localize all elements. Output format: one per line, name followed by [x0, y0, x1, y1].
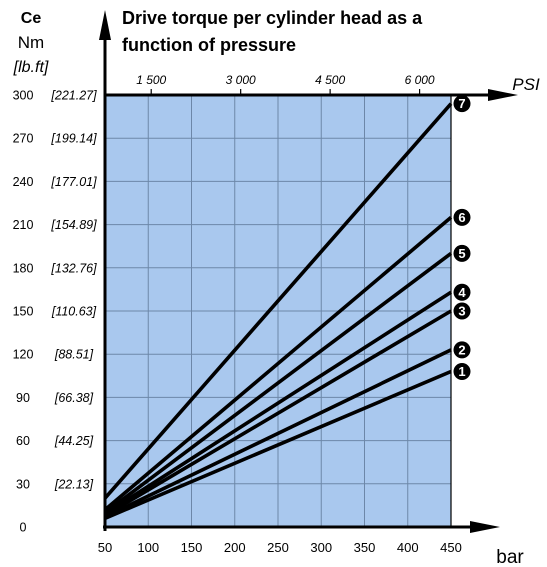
x-axis-arrow — [470, 521, 500, 533]
series-marker-label-3: 3 — [458, 304, 465, 319]
y-secondary-tick-label: [221.27] — [50, 89, 97, 103]
y-tick-label: 240 — [13, 175, 34, 189]
y-secondary-tick-label: [66.38] — [54, 391, 94, 405]
x-tick-label: 150 — [181, 540, 203, 555]
psi-tick-label: 1 500 — [136, 73, 166, 87]
series-line-4 — [104, 290, 452, 516]
y-axis-label-ce: Ce — [21, 10, 42, 27]
series-marker-7 — [453, 95, 471, 113]
series-marker-3 — [453, 302, 471, 320]
series-marker-label-5: 5 — [458, 246, 465, 261]
series-line-1 — [104, 369, 452, 521]
psi-tick-label: 3 000 — [226, 73, 256, 87]
y-secondary-tick-label: [110.63] — [51, 305, 97, 319]
series-marker-label-7: 7 — [458, 96, 465, 111]
axes — [99, 10, 518, 533]
y-secondary-tick-label: [199.14] — [50, 132, 97, 146]
y-tick-label: 0 — [20, 521, 27, 535]
series-marker-4 — [453, 283, 471, 301]
psi-axis-label: PSI — [512, 75, 540, 94]
y-tick-label: 300 — [13, 89, 34, 103]
x-tick-label: 250 — [267, 540, 289, 555]
y-axis-label-nm: Nm — [18, 33, 44, 52]
y-tick-label: 90 — [16, 391, 30, 405]
series-marker-2 — [453, 341, 471, 359]
x-tick-label: 300 — [310, 540, 332, 555]
x-tick-label: 100 — [137, 540, 159, 555]
chart-title-line-2: function of pressure — [122, 35, 296, 55]
series-line-3 — [104, 309, 452, 518]
y-tick-label: 180 — [13, 261, 34, 275]
psi-tick-label: 6 000 — [405, 73, 435, 87]
series-marker-6 — [453, 208, 471, 226]
y-secondary-tick-label: [44.25] — [54, 434, 94, 448]
series-marker-5 — [453, 244, 471, 262]
series-marker-label-6: 6 — [458, 210, 465, 225]
x-tick-label: 50 — [98, 540, 112, 555]
series-line-7 — [103, 102, 453, 500]
series-marker-label-1: 1 — [458, 364, 465, 379]
x-axis-label: bar — [496, 547, 524, 567]
y-tick-label: 120 — [13, 348, 34, 362]
series-marker-1 — [453, 362, 471, 380]
x-tick-label: 400 — [397, 540, 419, 555]
y-tick-label: 150 — [13, 305, 34, 319]
series-line-5 — [103, 251, 453, 515]
psi-tick-label: 4 500 — [315, 73, 345, 87]
y-secondary-tick-label: [88.51] — [54, 348, 94, 362]
y-secondary-tick-label: [22.13] — [54, 477, 94, 491]
psi-axis-arrow — [488, 89, 518, 101]
y-secondary-tick-label: [132.76] — [50, 261, 97, 275]
y-tick-label: 60 — [16, 434, 30, 448]
series-marker-label-4: 4 — [458, 285, 466, 300]
series-lines: 1 2 3 4 5 6 7 — [103, 95, 471, 521]
x-tick-label: 450 — [440, 540, 462, 555]
series-line-6 — [103, 216, 453, 512]
y-secondary-tick-label: [177.01] — [50, 175, 97, 189]
x-tick-label: 200 — [224, 540, 246, 555]
y-tick-label: 270 — [13, 132, 34, 146]
chart-title-line-1: Drive torque per cylinder head as a — [122, 8, 423, 28]
y-tick-label: 210 — [13, 218, 34, 232]
y-axis-label-lbft: [lb.ft] — [13, 59, 49, 76]
series-line-2 — [104, 348, 452, 519]
y-axis-arrow — [99, 10, 111, 40]
x-tick-label: 350 — [354, 540, 376, 555]
y-secondary-tick-label: [154.89] — [50, 218, 97, 232]
series-marker-label-2: 2 — [458, 342, 465, 357]
y-tick-label: 30 — [16, 477, 30, 491]
